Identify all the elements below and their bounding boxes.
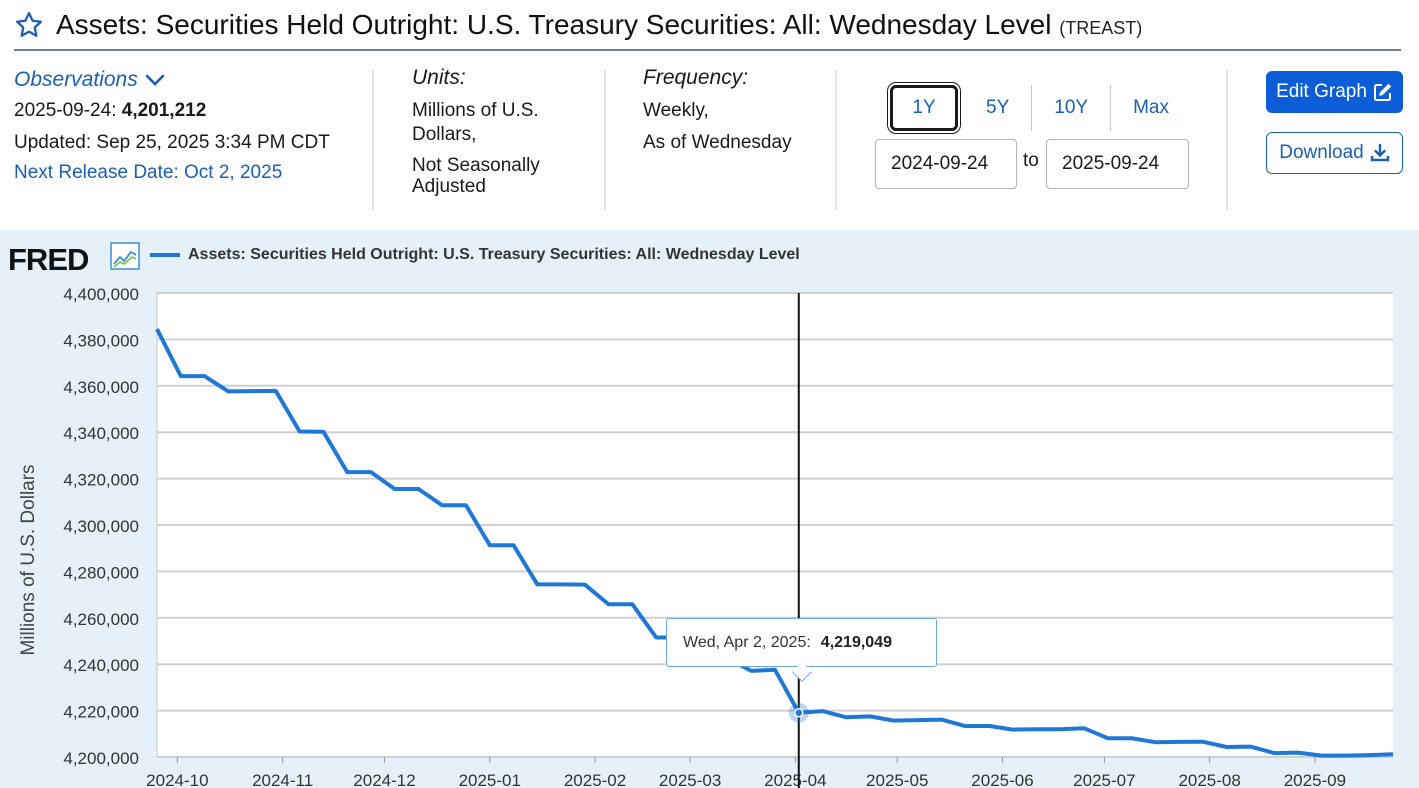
legend-label: Assets: Securities Held Outright: U.S. T… (188, 246, 800, 263)
x-tick-label: 2025-08 (1178, 771, 1240, 788)
updated-text: Updated: Sep 25, 2025 3:34 PM CDT (14, 132, 330, 153)
page-title: Assets: Securities Held Outright: U.S. T… (56, 9, 1142, 41)
series-id: (TREAST) (1059, 18, 1143, 38)
x-tick-label: 2024-11 (252, 771, 313, 788)
frequency-line-2: As of Wednesday (643, 132, 792, 153)
legend-swatch (150, 253, 180, 257)
download-label: Download (1279, 142, 1364, 163)
y-tick-label: 4,200,000 (63, 749, 139, 768)
chart-logo-icon (110, 242, 140, 270)
observations-panel: Observations 2025-09-24: 4,201,212 Updat… (14, 68, 364, 184)
x-tick-label: 2025-02 (564, 771, 626, 788)
latest-observation: 2025-09-24: 4,201,212 (14, 100, 364, 122)
range-5y-button[interactable]: 5Y (964, 84, 1033, 131)
x-tick-label: 2025-01 (459, 771, 521, 788)
to-label: to (1023, 150, 1039, 171)
tooltip-date: Wed, Apr 2, 2025: (683, 633, 811, 651)
divider (372, 70, 374, 210)
chevron-down-icon[interactable] (144, 73, 166, 87)
units-heading: Units: (412, 66, 466, 89)
star-icon[interactable] (14, 10, 44, 40)
y-tick-label: 4,360,000 (63, 378, 139, 397)
next-release-link[interactable]: Next Release Date: Oct 2, 2025 (14, 162, 283, 183)
units-line-2: Dollars, (412, 124, 477, 145)
divider (604, 70, 606, 210)
edit-graph-label: Edit Graph (1276, 81, 1367, 102)
observations-heading[interactable]: Observations (14, 68, 138, 91)
frequency-line-1: Weekly, (643, 100, 709, 121)
y-tick-label: 4,320,000 (63, 471, 139, 490)
download-icon (1370, 143, 1389, 162)
edit-graph-button[interactable]: Edit Graph (1266, 71, 1403, 113)
units-line-4: Adjusted (412, 176, 486, 197)
chart-legend: Assets: Securities Held Outright: U.S. T… (150, 246, 800, 264)
x-tick-label: 2024-12 (353, 771, 415, 788)
range-button-group: 1Y 5Y 10Y Max (887, 81, 1191, 134)
units-line-1: Millions of U.S. (412, 100, 539, 121)
latest-value: 4,201,212 (121, 100, 207, 121)
latest-date: 2025-09-24: (14, 100, 117, 121)
x-tick-label: 2024-10 (146, 771, 208, 788)
x-tick-label: 2025-05 (866, 771, 928, 788)
y-tick-label: 4,260,000 (63, 610, 139, 629)
y-tick-label: 4,280,000 (63, 563, 139, 582)
edit-icon (1373, 83, 1392, 101)
range-10y-button[interactable]: 10Y (1032, 84, 1112, 131)
y-tick-label: 4,300,000 (63, 517, 139, 536)
title-row: Assets: Securities Held Outright: U.S. T… (14, 2, 1401, 48)
title-divider (14, 49, 1401, 51)
x-tick-label: 2025-04 (764, 771, 826, 788)
chart-area: FRED Assets: Securities Held Outright: U… (0, 230, 1419, 788)
download-button[interactable]: Download (1266, 132, 1403, 174)
tooltip-value: 4,219,049 (820, 633, 892, 651)
y-tick-label: 4,340,000 (63, 424, 139, 443)
y-tick-label: 4,220,000 (63, 703, 139, 722)
x-tick-label: 2025-03 (659, 771, 721, 788)
y-tick-label: 4,380,000 (63, 331, 139, 350)
chart-tooltip: Wed, Apr 2, 2025: 4,219,049 (666, 618, 937, 667)
y-tick-label: 4,240,000 (63, 656, 139, 675)
x-tick-label: 2025-06 (971, 771, 1033, 788)
start-date-input[interactable]: 2024-09-24 (875, 139, 1017, 189)
divider (835, 70, 837, 210)
series-line (155, 328, 1394, 758)
x-tick-label: 2025-09 (1284, 771, 1346, 788)
y-tick-label: 4,400,000 (63, 285, 139, 304)
x-tick-label: 2025-07 (1073, 771, 1135, 788)
range-max-button[interactable]: Max (1133, 96, 1169, 118)
frequency-heading: Frequency: (643, 66, 749, 89)
range-1y-button[interactable]: 1Y (887, 81, 961, 134)
highlight-point (794, 708, 804, 718)
y-axis-label: Millions of U.S. Dollars (18, 464, 39, 655)
line-chart[interactable]: 4,200,000 4,220,000 4,240,000 4,260,000 4,28… (0, 230, 1419, 788)
series-title: Assets: Securities Held Outright: U.S. T… (56, 9, 1052, 40)
observations-toggle[interactable]: Observations (14, 68, 364, 92)
divider (1226, 70, 1228, 210)
fred-logo[interactable]: FRED (8, 242, 89, 277)
frequency-panel: Frequency: Weekly, As of Wednesday (643, 66, 792, 153)
units-panel: Units: Millions of U.S. Dollars, Not Sea… (412, 66, 540, 197)
end-date-input[interactable]: 2025-09-24 (1046, 139, 1189, 189)
units-line-3: Not Seasonally (412, 155, 540, 176)
